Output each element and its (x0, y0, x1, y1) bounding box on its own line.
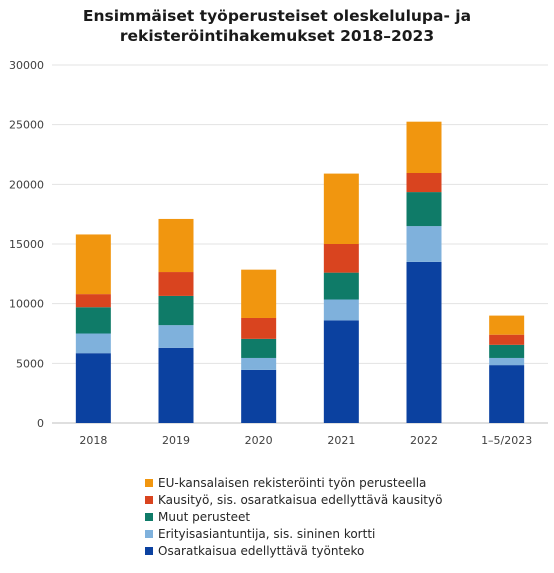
legend-swatch (145, 495, 153, 504)
legend-label: Muut perusteet (158, 509, 251, 524)
bar-segment (406, 192, 442, 227)
legend-item: EU-kansalaisen rekisteröinti työn perust… (145, 474, 442, 491)
legend-label: Osaratkaisua edellyttävä työnteko (158, 543, 365, 558)
x-tick-label: 2019 (162, 434, 190, 447)
y-tick-label: 25000 (9, 119, 44, 132)
plot-area: 0 5000 10000 15000 20000 25000 30000 2018 2019 20… (9, 59, 548, 447)
bar-segment (406, 261, 442, 423)
legend-item: Kausityö, sis. osaratkaisua edellyttävä … (145, 491, 442, 508)
legend-label: Kausityö, sis. osaratkaisua edellyttävä … (158, 492, 443, 507)
y-tick-label: 0 (37, 417, 44, 430)
bar-segment (241, 269, 277, 318)
bar-segment (406, 226, 442, 262)
bar-segment (489, 344, 525, 358)
bar-segment (75, 307, 111, 334)
legend-swatch (145, 512, 153, 521)
x-tick-label: 2020 (245, 434, 273, 447)
bar-segment (158, 218, 194, 273)
y-tick-label: 5000 (16, 357, 44, 370)
bar-segment (241, 317, 277, 339)
bar-segment (323, 244, 359, 273)
x-tick-label: 2022 (410, 434, 438, 447)
bar-segment (75, 353, 111, 423)
legend-label: EU-kansalaisen rekisteröinti työn perust… (158, 475, 427, 490)
legend: EU-kansalaisen rekisteröinti työn perust… (145, 474, 442, 559)
bar-segment (406, 172, 442, 193)
bar-segment (241, 369, 277, 423)
chart-title-line2: rekisteröintihakemukset 2018–2023 (119, 27, 435, 45)
bar-segment (489, 357, 525, 366)
y-tick-label: 30000 (9, 59, 44, 72)
bar-segment (158, 295, 194, 326)
x-tick-label: 2018 (79, 434, 107, 447)
legend-item: Muut perusteet (145, 508, 442, 525)
y-tick-label: 20000 (9, 178, 44, 191)
legend-label: Erityisasiantuntija, sis. sininen kortti (158, 526, 376, 541)
bar-segment (75, 333, 111, 354)
y-tick-label: 10000 (9, 298, 44, 311)
bar-segment (323, 320, 359, 423)
bar-segment (75, 294, 111, 308)
bar-segment (489, 365, 525, 423)
y-tick-label: 15000 (9, 238, 44, 251)
bar-segment (489, 334, 525, 345)
bar-segment (323, 272, 359, 300)
legend-item: Osaratkaisua edellyttävä työnteko (145, 542, 442, 559)
chart-title-line1: Ensimmäiset työperusteiset oleskelulupa-… (82, 7, 472, 25)
bar-segment (75, 234, 111, 295)
x-tick-label: 2021 (327, 434, 355, 447)
bar-segment (158, 272, 194, 296)
legend-swatch (145, 546, 153, 555)
chart-title: Ensimmäiset työperusteiset oleskelulupa-… (0, 6, 554, 46)
bar-segment (158, 347, 194, 423)
bar-segment (489, 315, 525, 335)
legend-swatch (145, 529, 153, 538)
bar-segment (406, 121, 442, 173)
bar-segment (323, 173, 359, 244)
legend-item: Erityisasiantuntija, sis. sininen kortti (145, 525, 442, 542)
legend-swatch (145, 478, 153, 487)
bar-segment (158, 325, 194, 348)
x-tick-label: 1–5/2023 (481, 434, 532, 447)
bar-segment (241, 338, 277, 358)
bar-segment (323, 299, 359, 321)
bar-segment (241, 357, 277, 370)
